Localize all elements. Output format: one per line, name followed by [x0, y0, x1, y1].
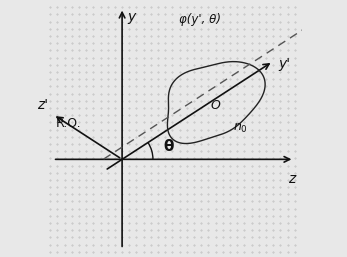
Text: θ: θ	[163, 139, 174, 154]
Text: z': z'	[37, 98, 48, 112]
Text: $n_0$: $n_0$	[232, 122, 247, 135]
Text: O: O	[210, 99, 220, 112]
Text: z: z	[288, 172, 295, 186]
Text: R.O.: R.O.	[55, 117, 81, 130]
Text: y': y'	[278, 57, 290, 71]
Text: φ(y', θ): φ(y', θ)	[179, 13, 221, 26]
Text: y: y	[127, 10, 135, 24]
